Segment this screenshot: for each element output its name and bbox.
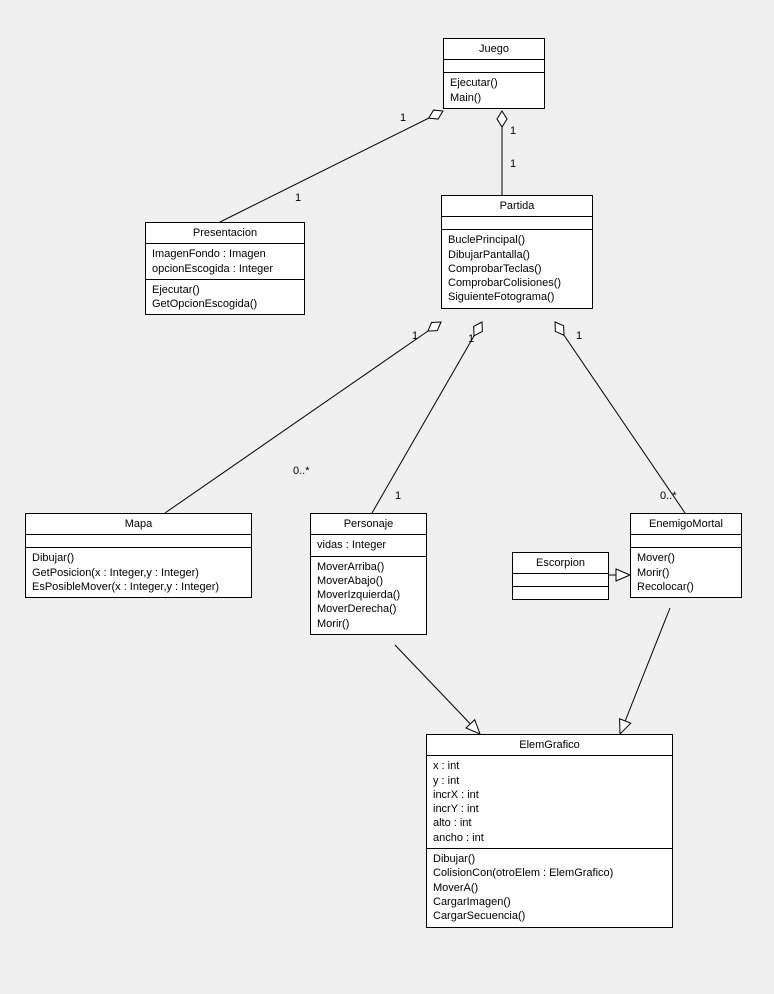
class-ops: Ejecutar() GetOpcionEscogida() (146, 280, 304, 315)
mult-label: 0..* (660, 490, 677, 502)
class-name: Presentacion (146, 223, 304, 244)
class-name: ElemGrafico (427, 735, 672, 756)
class-ops: Ejecutar() Main() (444, 73, 544, 108)
class-personaje: Personaje vidas : Integer MoverArriba() … (310, 513, 427, 635)
class-mapa: Mapa Dibujar() GetPosicion(x : Integer,y… (25, 513, 252, 598)
class-name: Partida (442, 196, 592, 217)
class-attrs (26, 535, 251, 548)
class-name: Mapa (26, 514, 251, 535)
class-attrs: ImagenFondo : Imagen opcionEscogida : In… (146, 244, 304, 280)
mult-label: 1 (510, 125, 516, 137)
class-name: Personaje (311, 514, 426, 535)
class-attrs: x : int y : int incrX : int incrY : int … (427, 756, 672, 849)
class-enemigo: EnemigoMortal Mover() Morir() Recolocar(… (630, 513, 742, 598)
class-ops: Mover() Morir() Recolocar() (631, 548, 741, 597)
class-ops: Dibujar() GetPosicion(x : Integer,y : In… (26, 548, 251, 597)
class-juego: Juego Ejecutar() Main() (443, 38, 545, 109)
class-ops: MoverArriba() MoverAbajo() MoverIzquierd… (311, 557, 426, 634)
mult-label: 1 (295, 192, 301, 204)
class-name: Juego (444, 39, 544, 60)
mult-label: 1 (468, 333, 474, 345)
mult-label: 1 (412, 330, 418, 342)
class-name: Escorpion (513, 553, 608, 574)
class-attrs (631, 535, 741, 548)
class-presentacion: Presentacion ImagenFondo : Imagen opcion… (145, 222, 305, 315)
class-ops: BuclePrincipal() DibujarPantalla() Compr… (442, 230, 592, 307)
class-attrs (513, 574, 608, 587)
class-escorpion: Escorpion (512, 552, 609, 600)
mult-label: 1 (400, 112, 406, 124)
class-name: EnemigoMortal (631, 514, 741, 535)
class-ops: Dibujar() ColisionCon(otroElem : ElemGra… (427, 849, 672, 926)
class-elemgrafico: ElemGrafico x : int y : int incrX : int … (426, 734, 673, 928)
class-attrs (442, 217, 592, 230)
class-ops (513, 587, 608, 599)
mult-label: 1 (510, 158, 516, 170)
mult-label: 1 (395, 490, 401, 502)
class-attrs (444, 60, 544, 73)
class-partida: Partida BuclePrincipal() DibujarPantalla… (441, 195, 593, 309)
mult-label: 0..* (293, 465, 310, 477)
class-attrs: vidas : Integer (311, 535, 426, 556)
mult-label: 1 (576, 330, 582, 342)
